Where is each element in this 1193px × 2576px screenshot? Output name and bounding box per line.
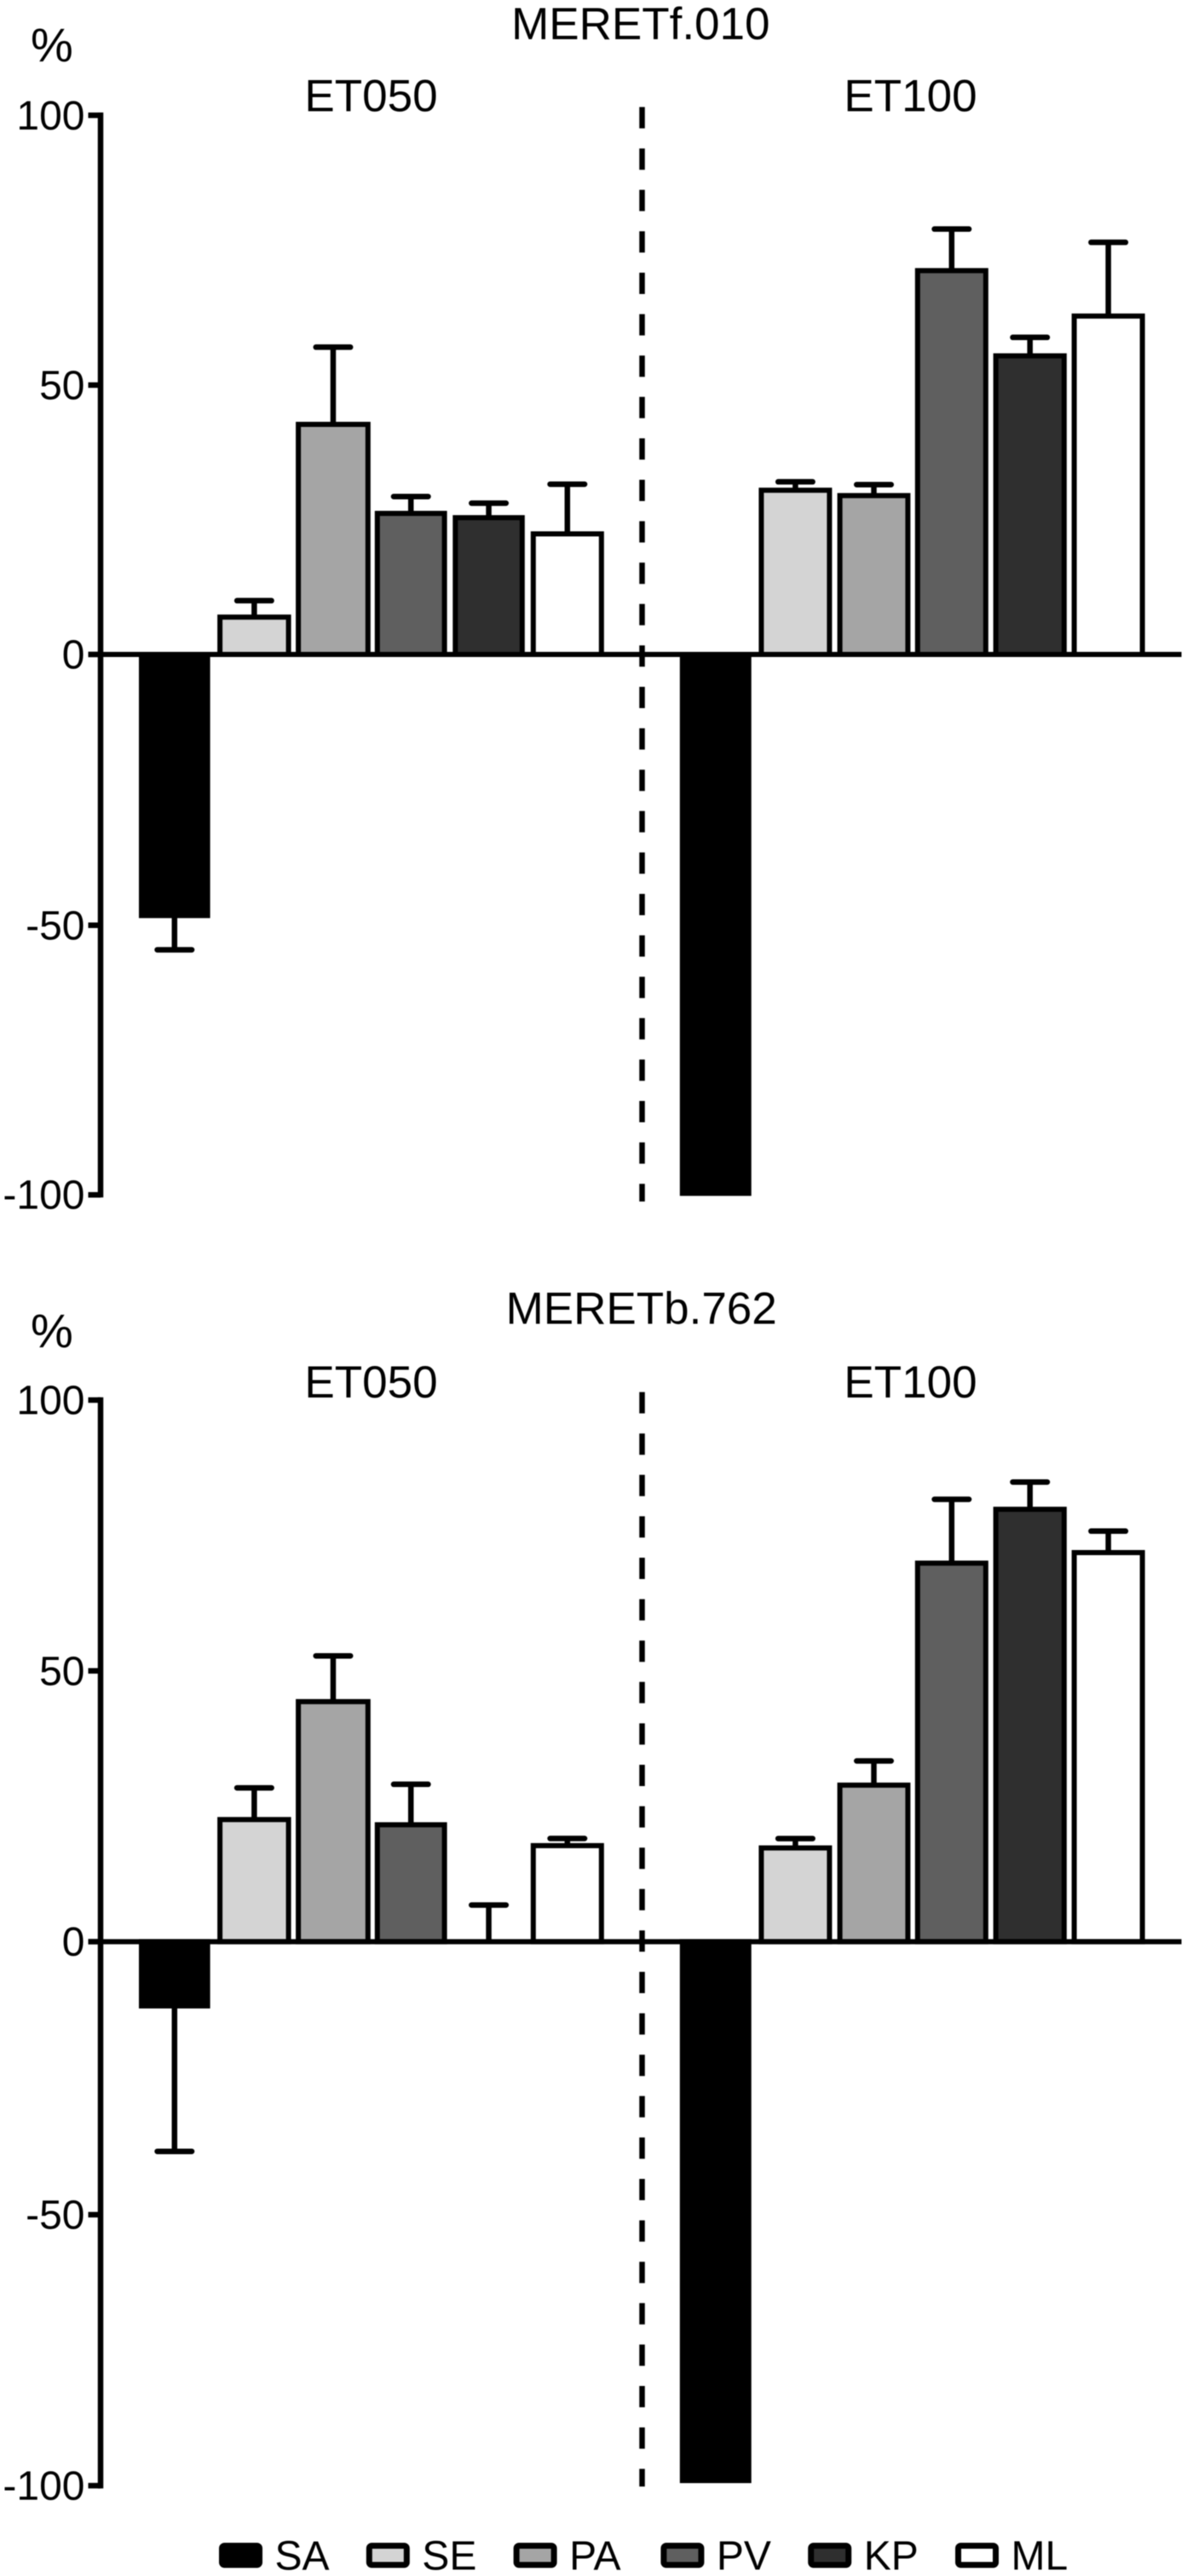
svg-text:-50: -50 (26, 2193, 84, 2239)
svg-text:%: % (31, 1304, 73, 1357)
svg-text:0: 0 (62, 1920, 85, 1965)
svg-text:SE: SE (422, 2534, 476, 2576)
svg-text:50: 50 (39, 1649, 84, 1694)
svg-text:100: 100 (16, 94, 84, 139)
svg-text:SA: SA (275, 2534, 330, 2576)
svg-text:PA: PA (569, 2534, 620, 2576)
svg-text:-100: -100 (3, 2464, 84, 2510)
svg-text:ML: ML (1011, 2534, 1069, 2576)
svg-text:ET100: ET100 (844, 72, 977, 122)
svg-text:%: % (31, 18, 73, 72)
svg-text:MERETb.762: MERETb.762 (506, 1284, 777, 1334)
svg-text:ET100: ET100 (844, 1357, 977, 1408)
svg-text:PV: PV (717, 2534, 771, 2576)
svg-text:0: 0 (62, 633, 85, 678)
svg-text:-50: -50 (26, 903, 84, 948)
svg-text:MERETf.010: MERETf.010 (511, 0, 769, 49)
svg-text:100: 100 (16, 1379, 84, 1424)
svg-text:KP: KP (864, 2534, 919, 2576)
svg-text:50: 50 (39, 363, 84, 408)
svg-text:ET050: ET050 (304, 1357, 437, 1408)
svg-text:-100: -100 (3, 1173, 84, 1219)
svg-text:ET050: ET050 (304, 72, 437, 122)
